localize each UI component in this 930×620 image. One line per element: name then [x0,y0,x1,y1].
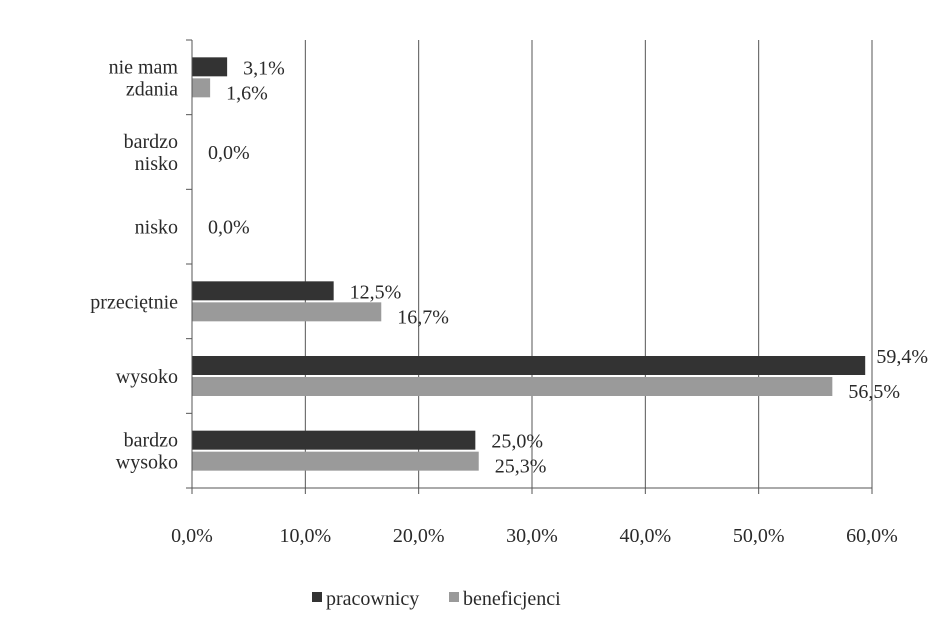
legend-swatch-beneficjenci [449,592,459,602]
x-tick-label: 10,0% [279,525,331,547]
bar-pracownicy [192,281,334,301]
bars [192,57,866,471]
data-label-pracownicy: 25,0% [491,431,543,453]
category-label: bardzo nisko [124,131,178,175]
bar-pracownicy [192,430,476,450]
legend-label-beneficjenci: beneficjenci [463,588,561,610]
tick-labels: 0,0% 10,0% 20,0% 30,0% 40,0% 50,0% 60,0% [171,525,898,547]
data-label-beneficjenci: 56,5% [848,381,900,403]
data-label-pracownicy: 59,4% [876,346,928,368]
x-tick-label: 20,0% [393,525,445,547]
category-label: przeciętnie [90,291,178,313]
bar-beneficjenci [192,377,833,396]
x-tick-label: 0,0% [171,525,213,547]
bar-beneficjenci [192,451,479,471]
category-label: bardzo wysoko [116,430,178,474]
category-labels: nie mam zdania bardzo nisko nisko przeciętnie… [90,56,178,473]
data-labels: 3,1% 1,6% 0,0% 0,0% 12,5% 16,7% 59,4% 56,5% 25,0… [208,57,928,477]
data-label-pracownicy: 3,1% [243,57,285,79]
x-tick-label: 50,0% [733,525,785,547]
data-label-beneficjenci: 25,3% [495,456,547,478]
bar-beneficjenci [192,302,382,322]
category-label: wysoko [116,366,178,388]
legend: pracownicy beneficjenci [312,588,561,610]
data-label-beneficjenci: 1,6% [226,82,268,104]
bar-pracownicy [192,356,866,375]
axis [186,39,873,494]
legend-label-pracownicy: pracownicy [326,588,419,610]
x-tick-label: 30,0% [506,525,558,547]
category-label: nie mam zdania [109,56,179,100]
bar-pracownicy [192,57,228,77]
data-label-pracownicy: 12,5% [350,281,402,303]
category-label: nisko [135,217,178,239]
bar-beneficjenci [192,78,211,98]
data-label-pracownicy: 0,0% [208,217,250,239]
grid-lines [304,40,873,488]
data-label-pracownicy: 0,0% [208,142,250,164]
legend-swatch-pracownicy [312,592,322,602]
data-label-beneficjenci: 16,7% [397,306,449,328]
x-tick-label: 60,0% [846,525,898,547]
x-tick-label: 40,0% [619,525,671,547]
